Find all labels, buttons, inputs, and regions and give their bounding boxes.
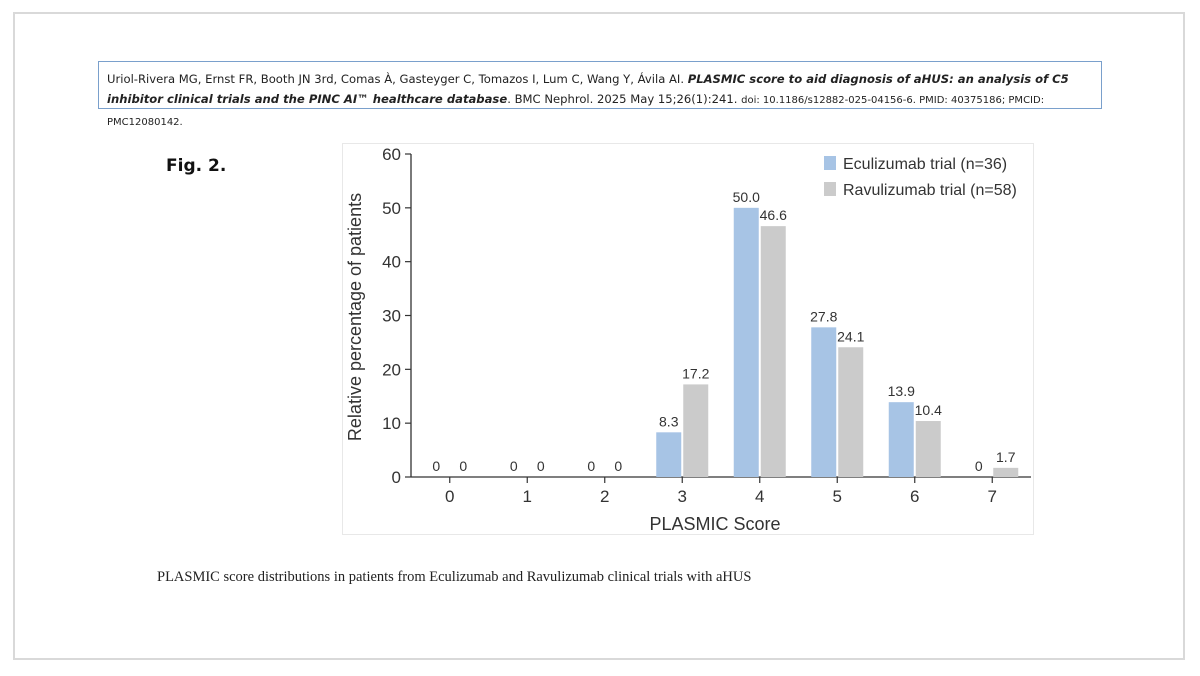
bar-ravulizumab (683, 384, 709, 477)
citation-authors: Uriol-Rivera MG, Ernst FR, Booth JN 3rd,… (107, 72, 685, 86)
data-label: 0 (614, 458, 622, 474)
figure-caption: PLASMIC score distributions in patients … (157, 569, 752, 585)
data-label: 0 (459, 458, 467, 474)
y-tick-label: 40 (382, 253, 401, 272)
y-tick-label: 60 (382, 145, 401, 164)
citation-ids: doi: 10.1186/s12882-025-04156-6. PMID: 4… (107, 95, 1045, 128)
bar-eculizumab (811, 327, 837, 477)
legend-label: Eculizumab trial (n=36) (843, 156, 1007, 173)
y-axis-label: Relative percentage of patients (345, 193, 365, 441)
chart-legend: Eculizumab trial (n=36) Ravulizumab trial… (824, 156, 1017, 199)
chart-bars (656, 207, 1019, 478)
x-tick-label: 0 (445, 487, 454, 506)
data-label: 0 (975, 458, 983, 474)
data-label: 0 (537, 458, 545, 474)
bar-ravulizumab (915, 421, 941, 477)
x-axis-label: PLASMIC Score (649, 514, 780, 534)
data-label: 13.9 (888, 383, 915, 399)
slide-frame (13, 12, 1185, 660)
data-label: 8.3 (659, 413, 679, 429)
x-tick-label: 1 (523, 487, 532, 506)
x-tick-label: 2 (600, 487, 609, 506)
y-tick-label: 30 (382, 307, 401, 326)
bar-eculizumab (888, 402, 914, 477)
x-tick-label: 4 (755, 487, 764, 506)
y-tick-label: 10 (382, 414, 401, 433)
x-tick-label: 6 (910, 487, 919, 506)
data-label: 10.4 (915, 402, 942, 418)
data-label: 0 (510, 458, 518, 474)
y-tick-label: 20 (382, 360, 401, 379)
bar-eculizumab (733, 207, 759, 478)
data-label: 27.8 (810, 308, 837, 324)
bar-eculizumab (656, 432, 682, 477)
citation-box: Uriol-Rivera MG, Ernst FR, Booth JN 3rd,… (98, 61, 1102, 128)
y-tick-label: 0 (392, 468, 401, 487)
y-tick-label: 50 (382, 199, 401, 218)
x-tick-label: 3 (678, 487, 687, 506)
chart-panel: 0 10 20 30 40 50 60 0 1 2 3 4 5 6 7 0 0 0 8.3 50.0 27.8 13.9… (342, 143, 1034, 535)
citation-title: PLASMIC score to aid diagnosis of aHUS: … (107, 72, 1069, 106)
chart-data-labels: 0 0 0 8.3 50.0 27.8 13.9 0 0 0 0 17.2 46.6 24.1 10.4 1.… (432, 189, 1015, 474)
legend-label: Ravulizumab trial (n=58) (843, 182, 1017, 199)
data-label: 50.0 (733, 189, 760, 205)
x-tick-label: 7 (988, 487, 997, 506)
data-label: 1.7 (996, 449, 1016, 465)
x-tick-label: 5 (833, 487, 842, 506)
bar-ravulizumab (838, 347, 864, 477)
data-label: 0 (587, 458, 595, 474)
legend-swatch (824, 156, 836, 170)
figure-label: Fig. 2. (166, 156, 227, 176)
bar-ravulizumab (760, 226, 786, 477)
data-label: 46.6 (760, 207, 787, 223)
legend-swatch (824, 182, 836, 196)
citation-journal: BMC Nephrol. 2025 May 15;26(1):241. (514, 92, 738, 106)
data-label: 24.1 (837, 328, 864, 344)
data-label: 0 (432, 458, 440, 474)
data-label: 17.2 (682, 365, 709, 381)
bar-ravulizumab (993, 467, 1019, 477)
